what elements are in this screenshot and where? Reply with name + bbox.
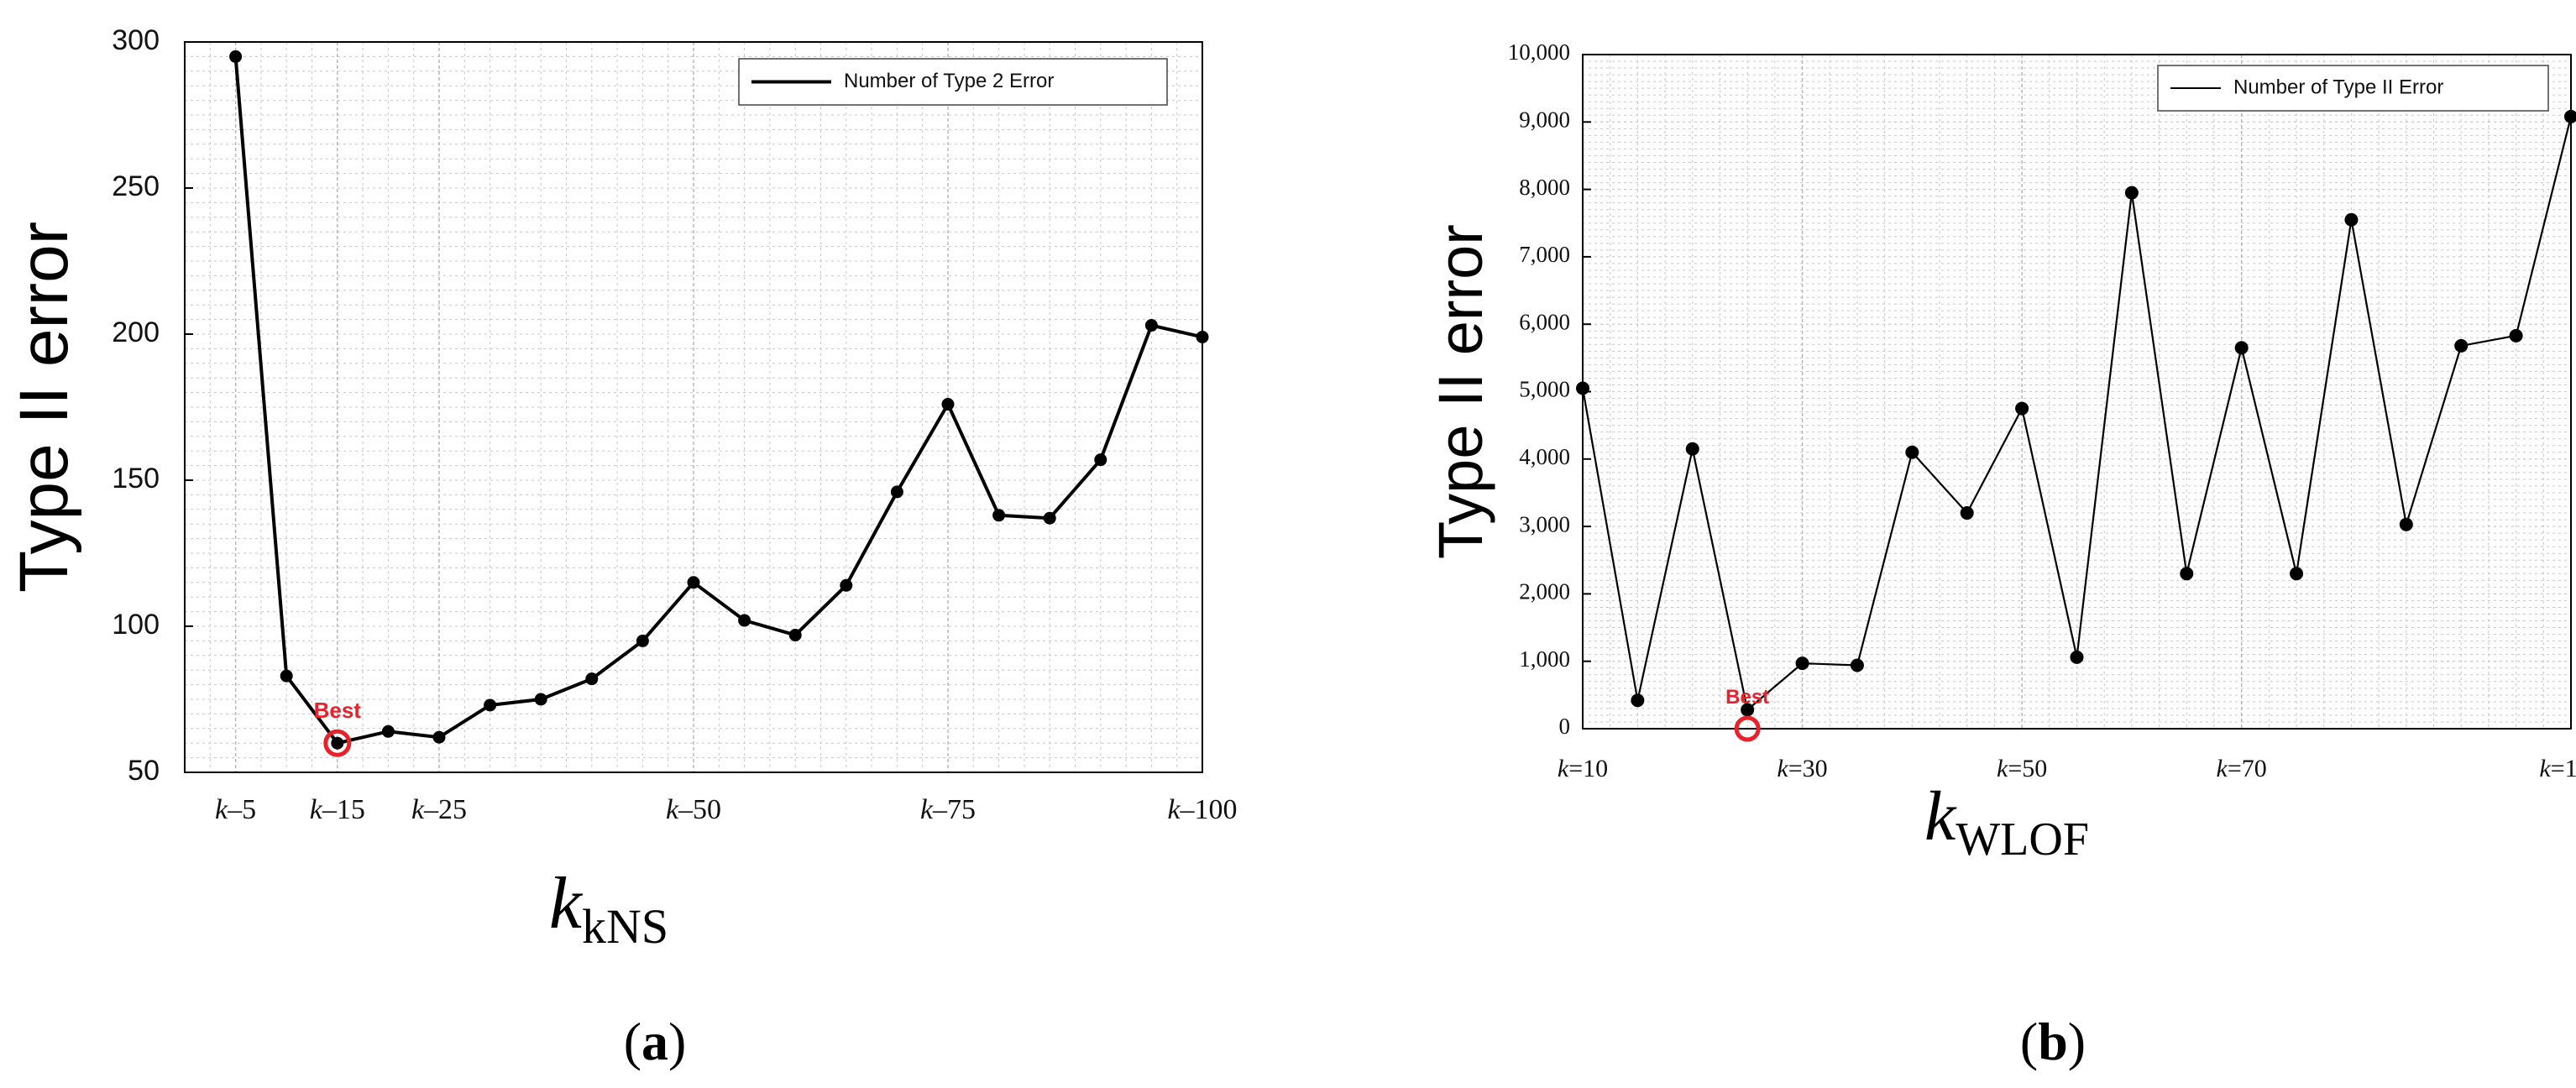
chart-panel-a: 50 100 150 200 250 300 k–5 k–15 k–25 k–50 k–75 k–10…: [6, 24, 1238, 1071]
legend-box: [2157, 65, 2549, 112]
data-point: [1685, 442, 1699, 456]
x-tick-label: k=50: [1997, 755, 2047, 782]
best-marker: [1734, 715, 1761, 742]
grid-lines: [184, 41, 1203, 773]
series-line: [233, 56, 1203, 745]
data-point: [484, 698, 497, 712]
data-point: [1905, 445, 1919, 459]
x-tick-label: k–15: [310, 794, 365, 825]
data-point: [1196, 330, 1209, 343]
x-axis-label: kkNS: [549, 863, 668, 954]
data-point: [585, 672, 599, 686]
data-point: [2234, 341, 2249, 355]
y-tick-label: 300: [112, 24, 160, 56]
x-tick-label: k–5: [215, 794, 256, 825]
y-tick-label: 100: [112, 609, 160, 641]
y-tick-label: 50: [128, 755, 160, 787]
data-point: [1144, 319, 1158, 332]
legend: Number of Type 2 Error: [738, 58, 1168, 106]
data-point: [687, 576, 700, 589]
data-point: [840, 578, 853, 592]
data-point: [381, 724, 395, 738]
y-tick-label: 200: [112, 316, 160, 348]
y-tick-label: 0: [1559, 714, 1571, 739]
panel-label: (a): [624, 1012, 687, 1071]
data-point: [2290, 567, 2304, 581]
data-point: [636, 634, 649, 647]
data-point: [229, 50, 243, 63]
data-point: [2344, 212, 2359, 227]
data-point: [2124, 186, 2139, 200]
x-tick-label: k=70: [2217, 755, 2267, 782]
data-point: [2070, 650, 2084, 664]
y-tick-label: 150: [112, 463, 160, 494]
y-tick-label: 10,000: [1508, 39, 1570, 65]
data-point: [2399, 517, 2413, 531]
y-tick-label: 3,000: [1519, 511, 1570, 536]
data-point: [2180, 567, 2194, 581]
best-label: Best: [1725, 686, 1769, 709]
data-point: [992, 509, 1006, 522]
data-point: [331, 736, 344, 750]
data-point: [1795, 656, 1809, 671]
x-tick-label: k=10: [1558, 755, 1608, 782]
data-point: [2015, 401, 2029, 416]
y-tick-label: 5,000: [1519, 377, 1570, 402]
data-point: [1960, 506, 1974, 520]
panel-label: (b): [2020, 1012, 2086, 1071]
data-point: [1043, 511, 1056, 525]
y-axis-label: Type II error: [1426, 224, 1495, 559]
data-point: [941, 398, 955, 411]
y-axis-label: Type II error: [6, 222, 82, 593]
y-tick-label: 7,000: [1519, 242, 1570, 267]
data-point: [2564, 109, 2576, 123]
data-point: [1576, 381, 1589, 395]
data-point: [1094, 453, 1107, 467]
data-point: [2509, 328, 2523, 343]
data-point: [1850, 658, 1864, 672]
data-point: [890, 485, 903, 499]
x-tick-label: k=100: [2539, 755, 2576, 782]
x-tick-label: k=30: [1777, 755, 1827, 782]
y-tick-label: 1,000: [1519, 646, 1570, 672]
data-point: [534, 693, 547, 706]
best-marker: [323, 729, 352, 757]
y-tick-label: 6,000: [1519, 309, 1570, 334]
data-point: [788, 628, 802, 641]
x-tick-label: k–100: [1167, 794, 1237, 825]
x-axis-label: kWLOF: [1924, 777, 2089, 866]
data-point: [738, 614, 751, 627]
y-tick-label: 8,000: [1519, 175, 1570, 200]
legend: Number of Type II Error: [2157, 65, 2549, 112]
x-tick-label: k–75: [920, 794, 976, 825]
data-point: [280, 669, 293, 683]
data-point: [432, 730, 446, 744]
y-tick-label: 4,000: [1519, 444, 1570, 469]
x-tick-label: k–25: [411, 794, 467, 825]
y-tick-label: 9,000: [1519, 107, 1570, 133]
y-tick-label: 2,000: [1519, 579, 1570, 604]
legend-label: Number of Type II Error: [2233, 76, 2443, 98]
y-tick-label: 250: [112, 170, 160, 202]
data-point: [2454, 338, 2469, 353]
best-label: Best: [314, 698, 362, 723]
x-tick-label: k–50: [666, 794, 721, 825]
data-point: [1631, 693, 1645, 708]
chart-panel-b: 0 1,000 2,000 3,000 4,000 5,000 6,000 7,000 8,00…: [1426, 39, 2576, 1071]
legend-label: Number of Type 2 Error: [844, 70, 1054, 92]
plot-frame: [184, 41, 1203, 773]
data-point: [1741, 703, 1755, 717]
